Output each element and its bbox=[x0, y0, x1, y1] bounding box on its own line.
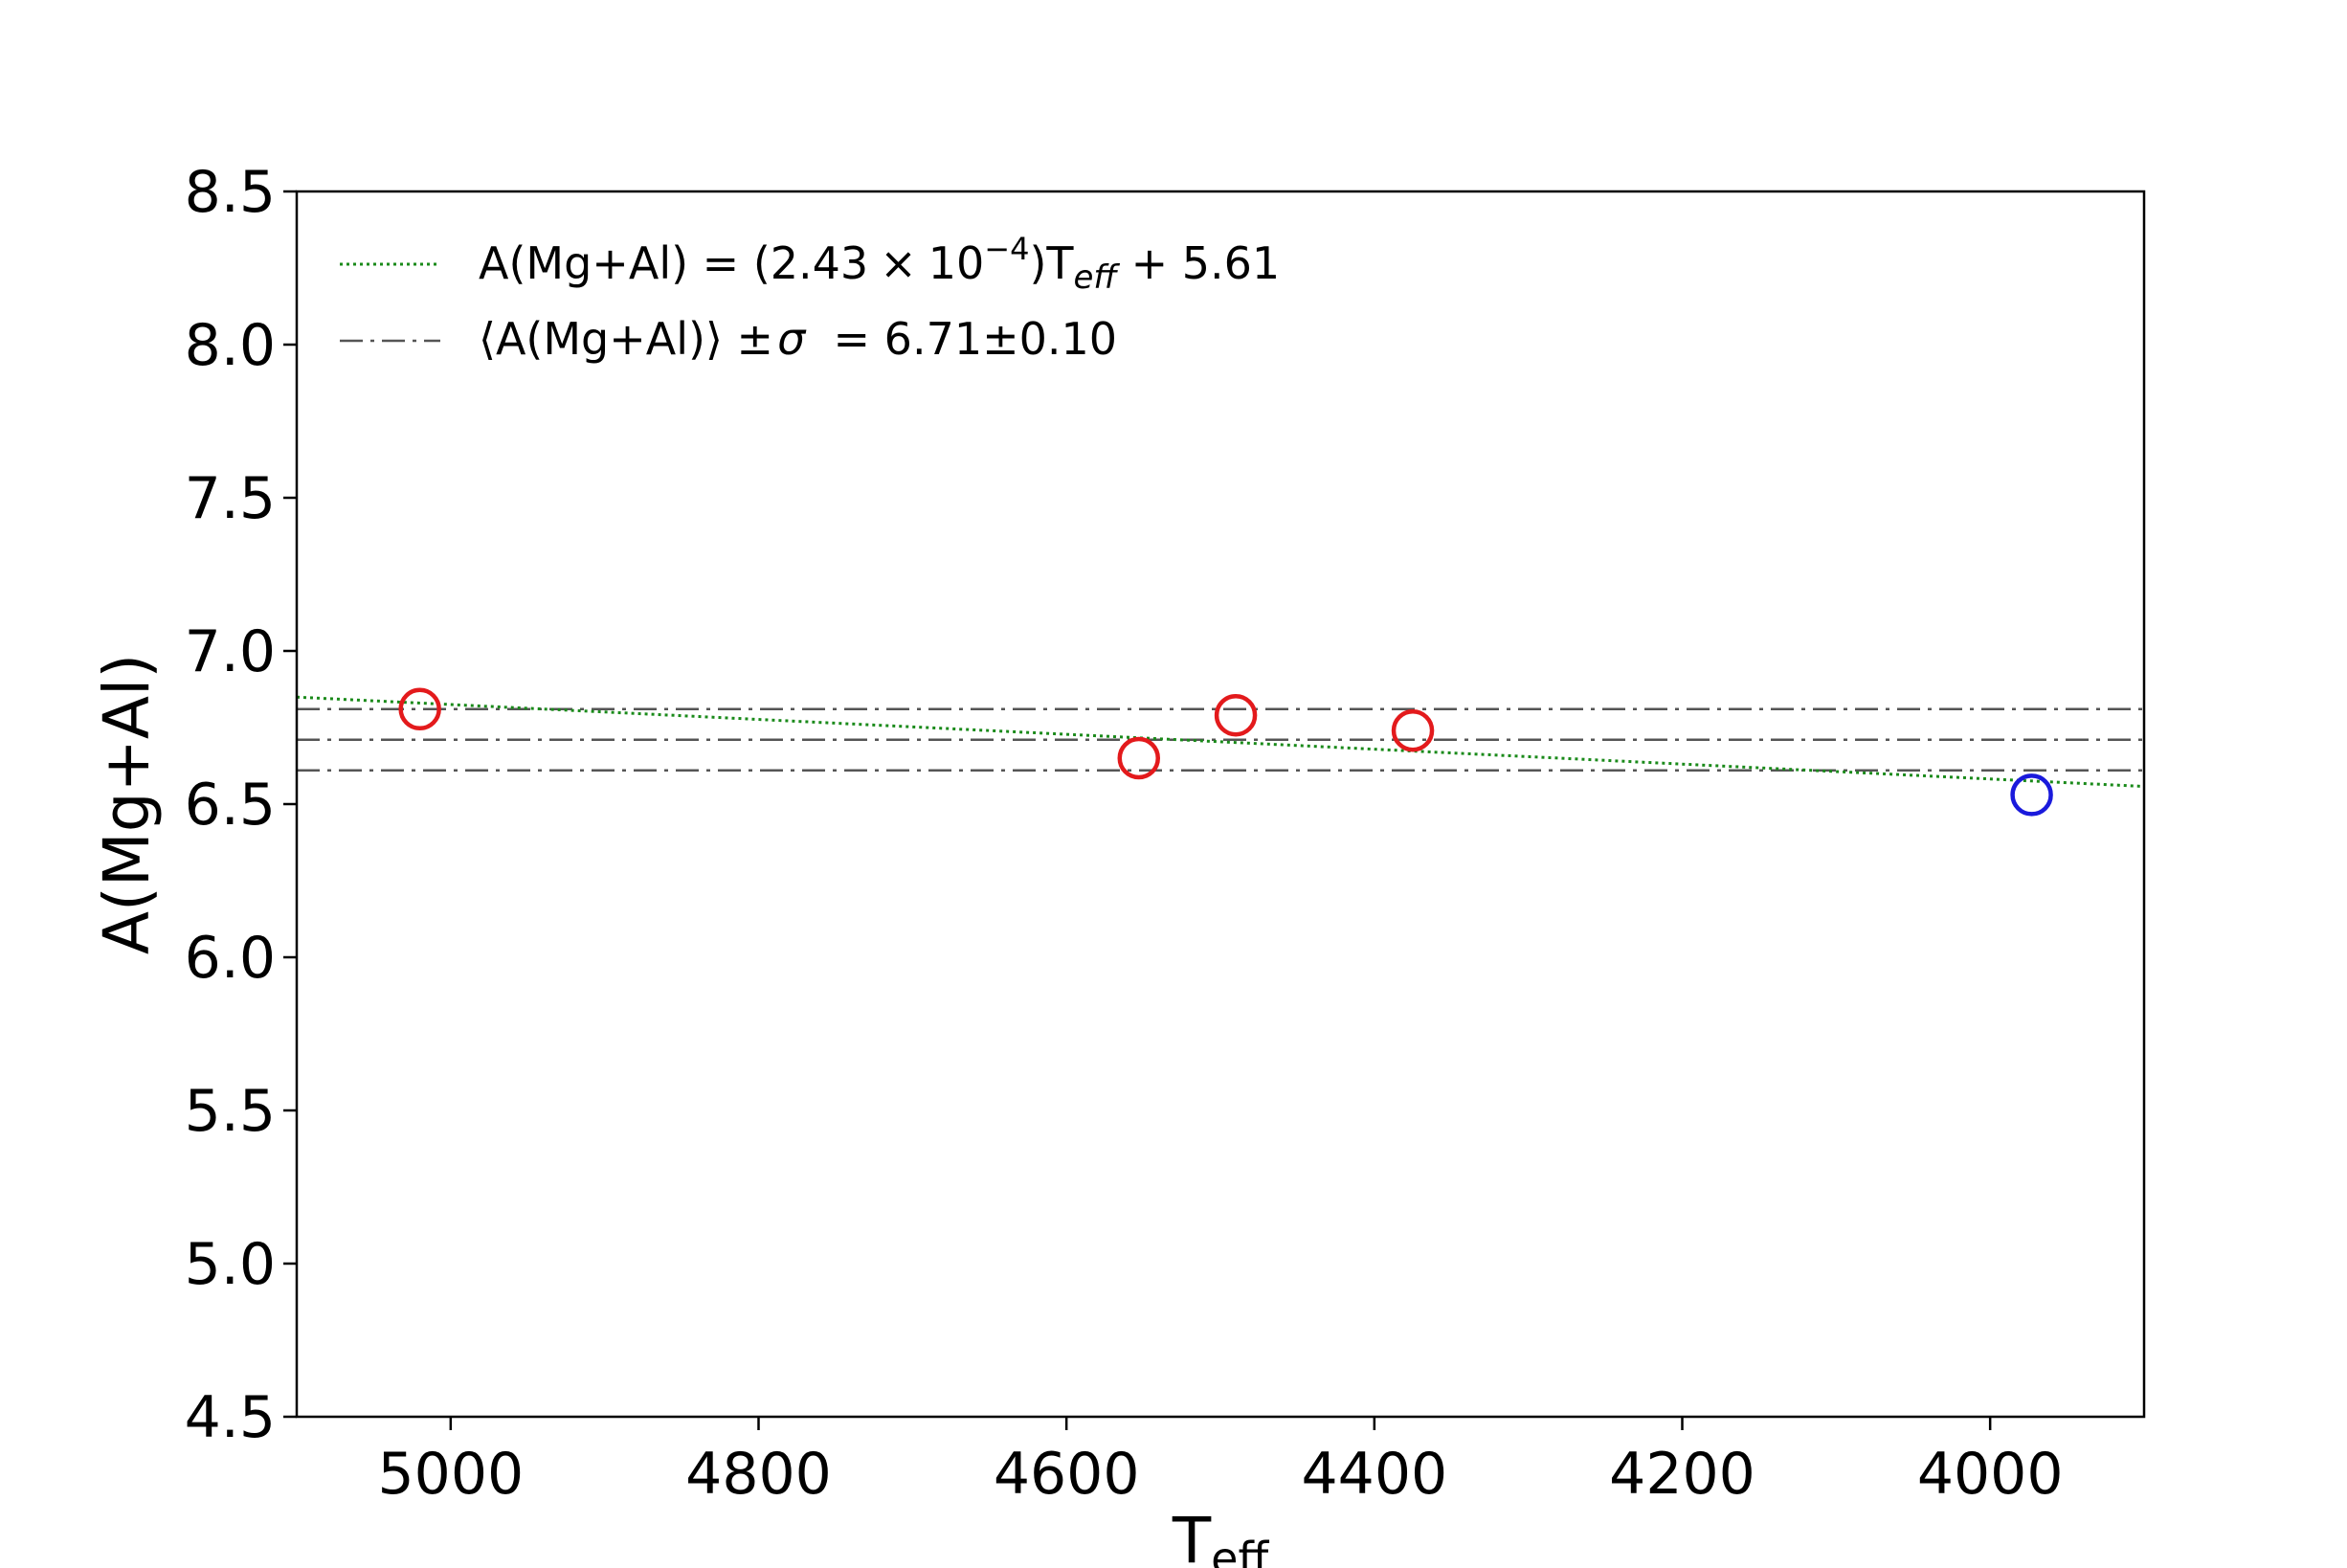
data-point bbox=[1117, 736, 1161, 780]
fit-line-group bbox=[296, 695, 2145, 789]
y-tick-label: 5.0 bbox=[185, 1231, 276, 1298]
y-tick-label: 8.5 bbox=[185, 159, 276, 226]
legend-fit-suffix: + 5.61 bbox=[1117, 237, 1280, 289]
y-tick-label: 4.5 bbox=[185, 1384, 276, 1451]
x-tick-label: 4600 bbox=[994, 1441, 1140, 1508]
legend-mean-open: ⟨A(Mg+Al)⟩ ± bbox=[479, 313, 773, 365]
x-tick-label: 4800 bbox=[685, 1441, 832, 1508]
legend-fit-times: × bbox=[880, 237, 917, 289]
data-point bbox=[2010, 773, 2053, 817]
y-tick-label: 7.5 bbox=[185, 465, 276, 532]
x-axis-title: Teff bbox=[1172, 1504, 1270, 1568]
y-axis-title: A(Mg+Al) bbox=[90, 654, 164, 954]
x-tick-label: 5000 bbox=[377, 1441, 524, 1508]
x-axis-ticks: 5000 4800 4600 4400 4200 4000 bbox=[377, 1417, 2064, 1508]
y-tick-label: 6.5 bbox=[185, 772, 276, 839]
mean-sigma-lines bbox=[297, 707, 2144, 773]
x-axis-title-main: T bbox=[1172, 1504, 1212, 1568]
legend-mean-rest: = 6.71±0.10 bbox=[805, 313, 1117, 365]
x-axis-title-sub: eff bbox=[1211, 1533, 1269, 1568]
data-points bbox=[398, 687, 2053, 817]
x-tick-label: 4200 bbox=[1609, 1441, 1755, 1508]
y-tick-label: 6.0 bbox=[185, 925, 276, 992]
y-tick-label: 7.0 bbox=[185, 618, 276, 685]
legend-mean-sigma: σ bbox=[777, 313, 807, 365]
legend-fit-exponent: −4 bbox=[984, 231, 1029, 267]
legend-fit-ten: 10 bbox=[928, 237, 985, 289]
data-point bbox=[1391, 708, 1435, 752]
legend-fit-label: A(Mg+Al) = (2.43 × 10−4)Teff + 5.61 bbox=[479, 231, 1280, 297]
x-tick-label: 4400 bbox=[1301, 1441, 1447, 1508]
legend-fit-sub: eff bbox=[1074, 258, 1121, 297]
data-point bbox=[398, 687, 441, 731]
data-point bbox=[1214, 693, 1258, 737]
x-tick-label: 4000 bbox=[1917, 1441, 2064, 1508]
legend: A(Mg+Al) = (2.43 × 10−4)Teff + 5.61 ⟨A(Mg+… bbox=[340, 231, 1280, 365]
legend-fit-prefix: A(Mg+Al) = (2.43 bbox=[479, 237, 868, 289]
plot-area bbox=[297, 191, 2144, 1417]
legend-fit-close: )T bbox=[1029, 237, 1074, 289]
legend-mean-label: ⟨A(Mg+Al)⟩ ±σ = 6.71±0.10 bbox=[479, 313, 1117, 365]
fit-line bbox=[296, 695, 2145, 789]
y-tick-label: 5.5 bbox=[185, 1078, 276, 1145]
y-tick-label: 8.0 bbox=[185, 312, 276, 379]
y-axis-ticks: 4.5 5.0 5.5 6.0 6.5 7.0 7.5 8.0 8.5 bbox=[185, 159, 297, 1451]
